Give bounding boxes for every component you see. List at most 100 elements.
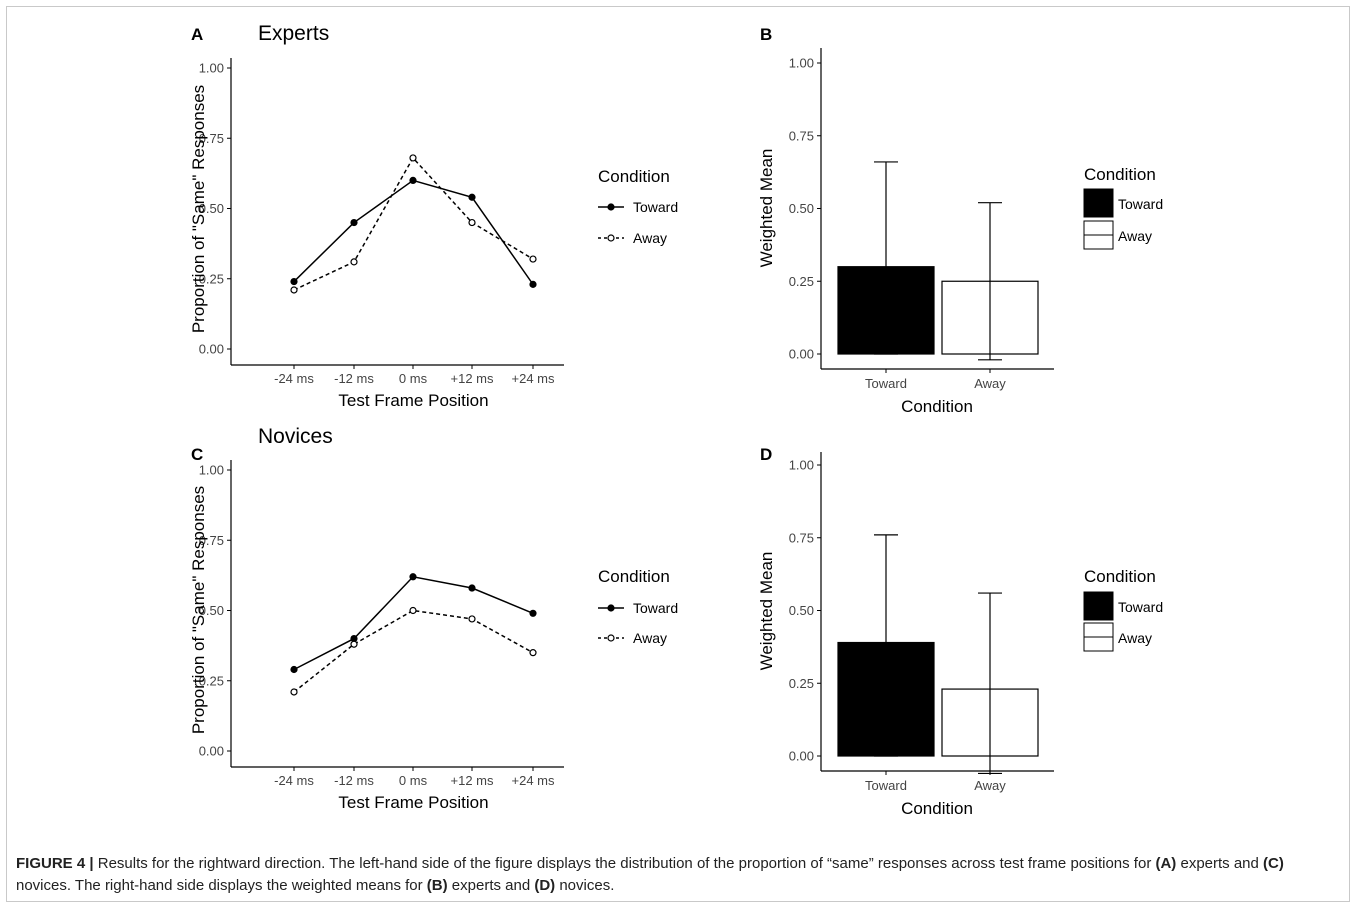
x-tick-label: -12 ms: [334, 371, 374, 386]
legend-title: Condition: [598, 567, 670, 586]
data-point-away: [290, 688, 298, 696]
legend-key-marker: [607, 604, 615, 612]
data-point-toward: [290, 277, 298, 286]
x-tick-label: Toward: [865, 376, 907, 391]
caption-ref-d: (D): [534, 877, 556, 894]
data-point-toward: [409, 176, 417, 184]
panel-letter: A: [191, 25, 203, 44]
x-tick-label: +12 ms: [451, 773, 494, 788]
data-point-away: [350, 258, 358, 266]
chart-panel-c: C Novices 0.00 0.25 0.50 0.75 1.00 Proportion o…: [189, 425, 678, 812]
legend-title: Condition: [598, 167, 670, 186]
data-point-away: [468, 218, 476, 227]
caption-label: FIGURE 4: [16, 855, 86, 872]
series-line-toward: [293, 575, 534, 671]
y-tick-label: 1.00: [789, 56, 814, 71]
x-axis-label: Test Frame Position: [338, 391, 488, 410]
y-tick-label: 0.50: [789, 603, 814, 618]
y-tick-label: 0.50: [199, 603, 224, 618]
caption-text-1: Results for the rightward direction. The…: [97, 855, 1156, 872]
chart-panel-a: A Experts 0.00 0.25 0.50 0.75 1.00 Proportion o…: [189, 22, 678, 410]
legend-key-box: [1083, 188, 1114, 218]
x-tick-label: -24 ms: [274, 371, 314, 386]
x-tick-label: -24 ms: [274, 773, 314, 788]
legend-item-label: Away: [633, 630, 667, 646]
y-tick-label: 0.25: [199, 271, 224, 286]
data-point-away: [468, 615, 476, 623]
legend-item-label: Away: [633, 230, 667, 246]
data-point-away: [529, 649, 537, 657]
y-tick-label: 0.50: [789, 201, 814, 216]
legend-item-label: Toward: [633, 600, 678, 616]
legend-item-label: Toward: [1118, 599, 1163, 615]
data-point-toward: [468, 193, 476, 201]
y-tick-label: 1.00: [199, 61, 224, 76]
y-tick-label: 0.25: [199, 673, 224, 688]
caption-text-4: experts and: [447, 877, 535, 894]
data-point-toward: [290, 665, 298, 674]
y-tick-label: 0.25: [789, 676, 814, 691]
y-axis-label: Weighted Mean: [757, 552, 776, 671]
x-tick-label: 0 ms: [399, 371, 428, 386]
y-tick-label: 0.75: [789, 530, 814, 545]
caption-separator: |: [89, 855, 94, 872]
figure-charts: A Experts 0.00 0.25 0.50 0.75 1.00 Proportion o…: [189, 22, 1163, 818]
panel-letter: D: [760, 445, 772, 464]
x-tick-label: Away: [974, 376, 1006, 391]
figure-frame: [6, 6, 1350, 902]
data-point-away: [409, 606, 417, 615]
legend-item-label: Toward: [633, 199, 678, 215]
legend-key-marker: [607, 234, 615, 242]
data-point-toward: [529, 280, 537, 288]
data-point-toward: [468, 584, 476, 592]
y-axis-label: Proportion of "Same" Responses: [189, 486, 208, 734]
caption-text-3: novices. The right-hand side displays th…: [16, 877, 427, 894]
y-tick-label: 0.75: [199, 533, 224, 548]
chart-panel-b: B 0.00 0.25 0.50 0.75 1.00 Weighted Mean Toward…: [757, 25, 1163, 416]
legend-key-marker: [607, 203, 615, 211]
data-point-toward: [529, 609, 537, 617]
y-tick-label: 1.00: [199, 463, 224, 478]
data-point-away: [290, 286, 298, 294]
legend-title: Condition: [1084, 165, 1156, 184]
caption-ref-c: (C): [1263, 855, 1284, 872]
chart-panel-d: D 0.00 0.25 0.50 0.75 1.00 Weighted Mean Toward…: [757, 445, 1163, 818]
series-line-away: [293, 609, 534, 693]
x-tick-label: +12 ms: [451, 371, 494, 386]
y-tick-label: 0.25: [789, 274, 814, 289]
legend-item-label: Away: [1118, 630, 1152, 646]
y-axis-label: Proportion of "Same" Responses: [189, 85, 208, 333]
data-point-away: [409, 154, 417, 162]
x-tick-label: Away: [974, 778, 1006, 793]
x-tick-label: +24 ms: [512, 773, 555, 788]
caption-ref-a: (A): [1155, 855, 1177, 872]
y-tick-label: 0.75: [199, 131, 224, 146]
caption-ref-b: (B): [426, 877, 448, 894]
y-tick-label: 0.00: [199, 342, 224, 357]
x-tick-label: Toward: [865, 778, 907, 793]
caption-text-5: novices.: [555, 877, 615, 894]
legend-item-label: Toward: [1118, 196, 1163, 212]
y-tick-label: 0.75: [789, 128, 814, 143]
y-tick-label: 0.00: [789, 347, 814, 362]
caption-text-2: experts and: [1176, 855, 1264, 872]
data-point-toward: [350, 218, 358, 227]
figure-caption: FIGURE 4 | Results for the rightward dir…: [16, 853, 1336, 897]
legend-title: Condition: [1084, 567, 1156, 586]
legend-key-marker: [607, 634, 615, 642]
chart-title: Novices: [258, 425, 333, 448]
x-tick-label: -12 ms: [334, 773, 374, 788]
x-axis-label: Condition: [901, 799, 973, 818]
y-axis-label: Weighted Mean: [757, 149, 776, 268]
x-tick-label: 0 ms: [399, 773, 428, 788]
y-tick-label: 0.00: [199, 744, 224, 759]
data-point-away: [350, 640, 358, 648]
legend-key-box: [1083, 591, 1114, 621]
x-axis-label: Condition: [901, 397, 973, 416]
y-tick-label: 0.50: [199, 201, 224, 216]
y-tick-label: 0.00: [789, 749, 814, 764]
legend-item-label: Away: [1118, 228, 1152, 244]
data-point-away: [529, 255, 537, 263]
y-tick-label: 1.00: [789, 458, 814, 473]
x-axis-label: Test Frame Position: [338, 793, 488, 812]
